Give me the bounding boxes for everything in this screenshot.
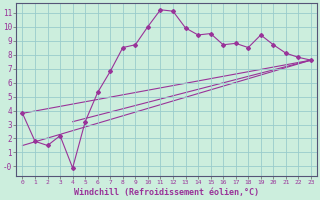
X-axis label: Windchill (Refroidissement éolien,°C): Windchill (Refroidissement éolien,°C) xyxy=(74,188,259,197)
